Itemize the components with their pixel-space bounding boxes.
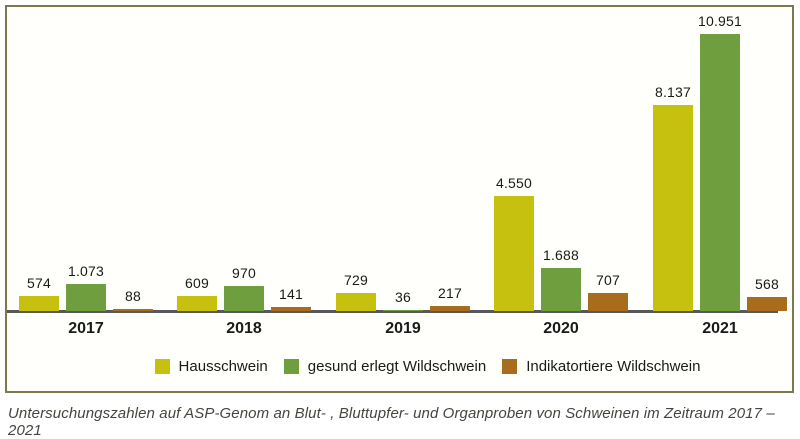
bar-value-label-2017-series-1: 1.073 [67,263,105,279]
legend-label-indikatortiere-wildschwein: Indikatortiere Wildschwein [526,358,701,375]
bar-2021-series-2 [747,297,787,311]
legend-swatch-indikatortiere-wildschwein-icon [502,359,518,374]
bar-2020-series-0 [494,196,534,311]
bar-value-label-2018-series-2: 141 [279,286,303,302]
plot-area: 574 609 729 4.550 8.137 1.073 970 36 1.688 10.951… [7,7,792,337]
bar-value-label-2019-series-2: 217 [438,285,462,301]
bar-2019-series-1 [383,310,423,311]
bar-2017-series-2 [113,309,153,311]
bar-2017-series-0 [19,296,59,311]
x-axis-label-2021: 2021 [702,320,738,337]
legend-item-hausschwein: Hausschwein [154,358,268,375]
x-axis-label-2018: 2018 [226,320,262,337]
x-axis-label-2017: 2017 [68,320,104,337]
bar-value-label-2018-series-0: 609 [185,275,209,291]
bar-value-label-2018-series-1: 970 [232,265,256,281]
bar-value-label-2017-series-2: 88 [125,288,141,304]
bar-value-label-2021-series-1: 10.951 [697,13,743,29]
x-axis-label-2020: 2020 [543,320,579,337]
figure-caption: Untersuchungszahlen auf ASP-Genom an Blu… [8,405,775,439]
legend: Hausschwein gesund erlegt Wildschwein In… [35,358,800,375]
x-axis-label-2019: 2019 [385,320,421,337]
legend-item-gesund-erlegt-wildschwein: gesund erlegt Wildschwein [283,358,487,375]
bar-2021-series-0 [653,105,693,311]
bar-value-label-2019-series-0: 729 [344,272,368,288]
bar-value-label-2020-series-1: 1.688 [542,247,580,263]
bar-value-label-2017-series-0: 574 [27,275,51,291]
legend-swatch-hausschwein-icon [154,359,170,374]
bar-2018-series-0 [177,296,217,311]
legend-swatch-gesund-erlegt-wildschwein-icon [283,359,299,374]
x-axis-line [7,310,778,313]
bar-2018-series-2 [271,307,311,311]
bar-2021-series-1 [700,34,740,311]
bar-2019-series-0 [336,293,376,311]
bar-2020-series-1 [541,268,581,311]
bar-value-label-2020-series-2: 707 [596,272,620,288]
legend-item-indikatortiere-wildschwein: Indikatortiere Wildschwein [502,358,700,375]
bar-2019-series-2 [430,306,470,311]
bar-value-label-2020-series-0: 4.550 [495,175,533,191]
bar-2018-series-1 [224,286,264,311]
legend-label-hausschwein: Hausschwein [178,358,268,375]
bar-2017-series-1 [66,284,106,311]
bar-2020-series-2 [588,293,628,311]
bar-value-label-2019-series-1: 36 [395,289,411,305]
bar-value-label-2021-series-0: 8.137 [654,84,692,100]
chart-panel: 574 609 729 4.550 8.137 1.073 970 36 1.688 10.951… [5,5,794,393]
legend-label-gesund-erlegt-wildschwein: gesund erlegt Wildschwein [307,358,487,375]
bar-value-label-2021-series-2: 568 [755,276,779,292]
